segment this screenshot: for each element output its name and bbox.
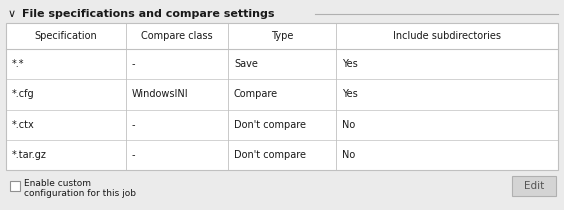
Text: Save: Save [234,59,258,69]
Text: -: - [132,150,135,160]
Text: *.*: *.* [12,59,24,69]
Text: Don't compare: Don't compare [234,150,306,160]
Text: *.ctx: *.ctx [12,120,35,130]
Text: Edit: Edit [524,181,544,191]
Text: *.cfg: *.cfg [12,89,34,99]
Bar [10,181,20,191]
Text: Enable custom: Enable custom [24,179,91,188]
Text: -: - [132,120,135,130]
Text: No: No [342,120,355,130]
Text: ∨: ∨ [8,9,16,19]
Text: No: No [342,150,355,160]
Text: Include subdirectories: Include subdirectories [393,31,501,41]
Bar [512,176,556,196]
Text: Yes: Yes [342,59,358,69]
Text: File specifications and compare settings: File specifications and compare settings [22,9,275,19]
Text: Compare: Compare [234,89,278,99]
Text: *.tar.gz: *.tar.gz [12,150,47,160]
Text: Yes: Yes [342,89,358,99]
Text: Type: Type [271,31,293,41]
Text: Specification: Specification [34,31,98,41]
Text: -: - [132,59,135,69]
Text: configuration for this job: configuration for this job [24,189,136,198]
Bar [6,23,558,170]
Text: WindowsINI: WindowsINI [132,89,188,99]
Text: Don't compare: Don't compare [234,120,306,130]
Text: Compare class: Compare class [141,31,213,41]
